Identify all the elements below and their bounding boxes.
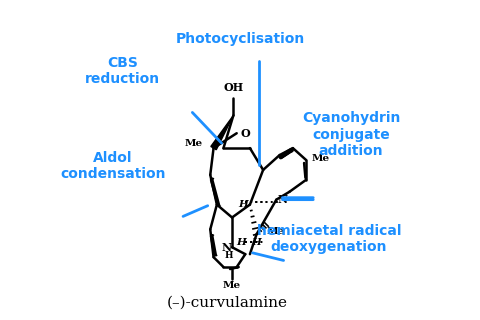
- Text: O: O: [240, 128, 250, 139]
- Text: OH: OH: [223, 82, 243, 93]
- Text: (–)-curvulamine: (–)-curvulamine: [167, 296, 288, 310]
- Text: Cyanohydrin
conjugate
addition: Cyanohydrin conjugate addition: [302, 111, 400, 158]
- Text: Photocyclisation: Photocyclisation: [175, 32, 305, 46]
- Text: Aldol
condensation: Aldol condensation: [60, 151, 166, 181]
- Text: Me: Me: [184, 139, 203, 148]
- Text: H: H: [252, 238, 262, 247]
- Text: N: N: [278, 194, 288, 205]
- Text: H: H: [224, 251, 233, 260]
- Text: Me: Me: [266, 227, 285, 236]
- Text: Me: Me: [223, 281, 241, 290]
- Text: hemiacetal radical
deoxygenation: hemiacetal radical deoxygenation: [257, 224, 401, 254]
- Polygon shape: [211, 116, 233, 150]
- Text: H: H: [239, 200, 248, 209]
- Text: H: H: [237, 238, 246, 247]
- Text: Me: Me: [312, 154, 329, 163]
- Text: CBS
reduction: CBS reduction: [85, 56, 160, 86]
- Text: N: N: [222, 242, 232, 253]
